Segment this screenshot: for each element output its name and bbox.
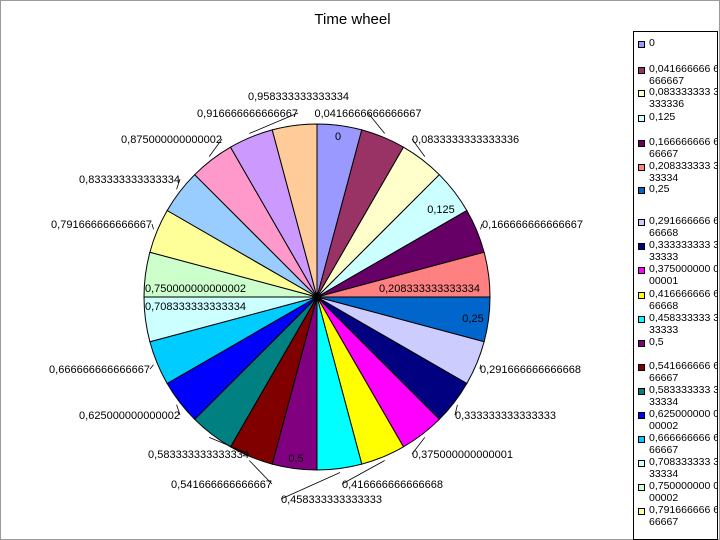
- legend-label: 0,5: [649, 336, 664, 348]
- legend-swatch: [638, 164, 645, 171]
- label-leader-line: [149, 364, 154, 370]
- legend-swatch: [638, 340, 645, 347]
- label-leader-line: [411, 437, 426, 455]
- legend-label: 0,416666666 666668: [649, 288, 718, 312]
- label-leader-line: [411, 138, 426, 157]
- slice-data-label: 0,125: [427, 204, 455, 216]
- slice-data-label: 0,625000000000002: [79, 410, 180, 422]
- slice-data-label: 0,458333333333333: [281, 494, 382, 506]
- slice-data-label: 0,666666666666667: [49, 364, 150, 376]
- legend-swatch: [638, 219, 645, 226]
- slice-data-label: 0,916666666666667: [197, 108, 298, 120]
- legend-label: 0,291666666 666668: [649, 215, 718, 239]
- chart-legend: 0 0,041666666 6666667 0,083333333 3333336 0…: [633, 31, 718, 540]
- slice-data-label: 0,583333333333334: [148, 449, 249, 461]
- legend-swatch: [638, 388, 645, 395]
- legend-swatch: [638, 243, 645, 250]
- legend-swatch: [638, 412, 645, 419]
- legend-swatch: [638, 292, 645, 299]
- slice-data-label: 0: [335, 131, 341, 143]
- legend-label: 0,166666666 666667: [649, 136, 718, 160]
- legend-label: 0,791666666 666667: [649, 504, 718, 528]
- chart-title: Time wheel: [314, 11, 391, 28]
- slice-data-label: 0,416666666666668: [342, 479, 443, 491]
- slice-data-label: 0,333333333333333: [455, 410, 556, 422]
- legend-label: 0,375000000 000001: [649, 263, 718, 287]
- legend-swatch: [638, 364, 645, 371]
- label-leader-line: [280, 472, 341, 500]
- legend-label: 0,25: [649, 183, 670, 195]
- label-leader-line: [208, 138, 223, 157]
- label-leader-line: [176, 404, 181, 416]
- legend-swatch: [638, 316, 645, 323]
- legend-swatch: [638, 90, 645, 97]
- legend-label: 0: [649, 37, 655, 49]
- label-leader-line: [367, 112, 386, 134]
- legend-swatch: [638, 484, 645, 491]
- legend-label: 0,041666666 6666667: [649, 63, 718, 87]
- legend-label: 0,666666666 666667: [649, 432, 718, 456]
- label-leader-line: [209, 437, 250, 455]
- label-leader-line: [151, 223, 154, 230]
- legend-label: 0,083333333 3333336: [649, 86, 718, 110]
- slice-data-label: 0,791666666666667: [51, 219, 152, 231]
- slice-data-label: 0,291666666666668: [480, 364, 581, 376]
- legend-label: 0,625000000 000002: [649, 408, 718, 432]
- legend-swatch: [638, 67, 645, 74]
- legend-swatch: [638, 460, 645, 467]
- label-leader-line: [249, 460, 273, 485]
- slice-data-label: 0,5: [288, 453, 303, 465]
- legend-swatch: [638, 140, 645, 147]
- legend-swatch: [638, 436, 645, 443]
- label-leader-line: [249, 112, 299, 134]
- slice-data-label: 0,708333333333334: [145, 301, 246, 313]
- legend-label: 0,125: [649, 111, 676, 123]
- slice-data-label: 0,541666666666667: [171, 479, 272, 491]
- legend-label: 0,583333333 333334: [649, 384, 718, 408]
- slice-data-label: 0,25: [462, 313, 483, 325]
- legend-swatch: [638, 508, 645, 515]
- legend-swatch: [638, 267, 645, 274]
- label-leader-line: [479, 364, 481, 370]
- label-leader-line: [341, 460, 385, 485]
- legend-label: 0,333333333 333333: [649, 239, 718, 263]
- label-leader-line: [454, 404, 458, 416]
- slice-data-label: 0,958333333333334: [248, 91, 349, 103]
- label-leader-line: [176, 178, 181, 190]
- legend-label: 0,458333333 333333: [649, 312, 718, 336]
- label-leader-line: [480, 223, 483, 230]
- slice-data-label: 0,0416666666666667: [314, 108, 421, 120]
- slice-data-label: 0,833333333333334: [79, 174, 180, 186]
- legend-label: 0,208333333 333334: [649, 160, 718, 184]
- slice-data-label: 0,750000000000002: [145, 283, 246, 295]
- legend-label: 0,541666666 666667: [649, 360, 718, 384]
- legend-swatch: [638, 115, 645, 122]
- pie-slice: [271, 123, 318, 298]
- slice-data-label: 0,375000000000001: [412, 449, 513, 461]
- legend-label: 0,708333333 333334: [649, 456, 718, 480]
- slice-data-label: 0,875000000000002: [121, 134, 222, 146]
- legend-swatch: [638, 187, 645, 194]
- legend-label: 0,750000000 000002: [649, 480, 718, 504]
- legend-swatch: [638, 41, 645, 48]
- slice-data-label: 0,166666666666667: [482, 219, 583, 231]
- slice-data-label: 0,0833333333333336: [412, 134, 519, 146]
- slice-data-label: 0,208333333333334: [379, 283, 480, 295]
